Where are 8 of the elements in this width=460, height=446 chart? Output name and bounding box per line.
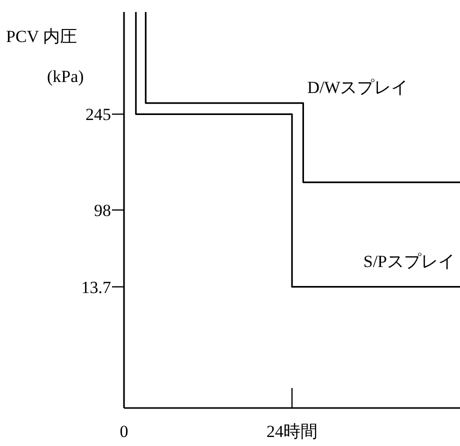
text: 245 — [86, 105, 111, 124]
x-tick-label: 0 — [120, 422, 128, 441]
text: PCV 内圧 (kPa) — [6, 27, 84, 86]
series-label: D/Wスプレイ — [307, 78, 408, 98]
text: 13.7 — [81, 278, 112, 297]
x-tick-label: 24時間 — [266, 422, 318, 441]
text: 98 — [94, 201, 111, 220]
series-label: S/Pスプレイ — [363, 252, 455, 271]
